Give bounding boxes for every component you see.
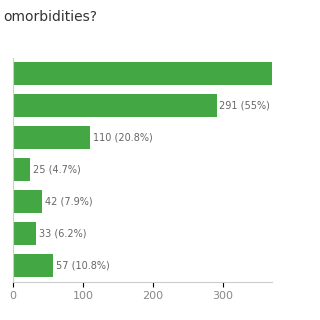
- Bar: [13, 62, 320, 85]
- Bar: [13, 190, 42, 213]
- Text: 110 (20.8%): 110 (20.8%): [93, 132, 152, 143]
- Bar: [13, 94, 217, 117]
- Text: 25 (4.7%): 25 (4.7%): [33, 164, 81, 175]
- Text: 57 (10.8%): 57 (10.8%): [56, 260, 109, 271]
- Bar: [13, 254, 53, 277]
- Text: 33 (6.2%): 33 (6.2%): [39, 228, 86, 239]
- Bar: [13, 126, 90, 149]
- Text: 291 (55%): 291 (55%): [220, 100, 270, 111]
- Bar: [13, 158, 30, 181]
- Text: omorbidities?: omorbidities?: [3, 10, 97, 24]
- Bar: [13, 222, 36, 245]
- Text: 42 (7.9%): 42 (7.9%): [45, 196, 93, 207]
